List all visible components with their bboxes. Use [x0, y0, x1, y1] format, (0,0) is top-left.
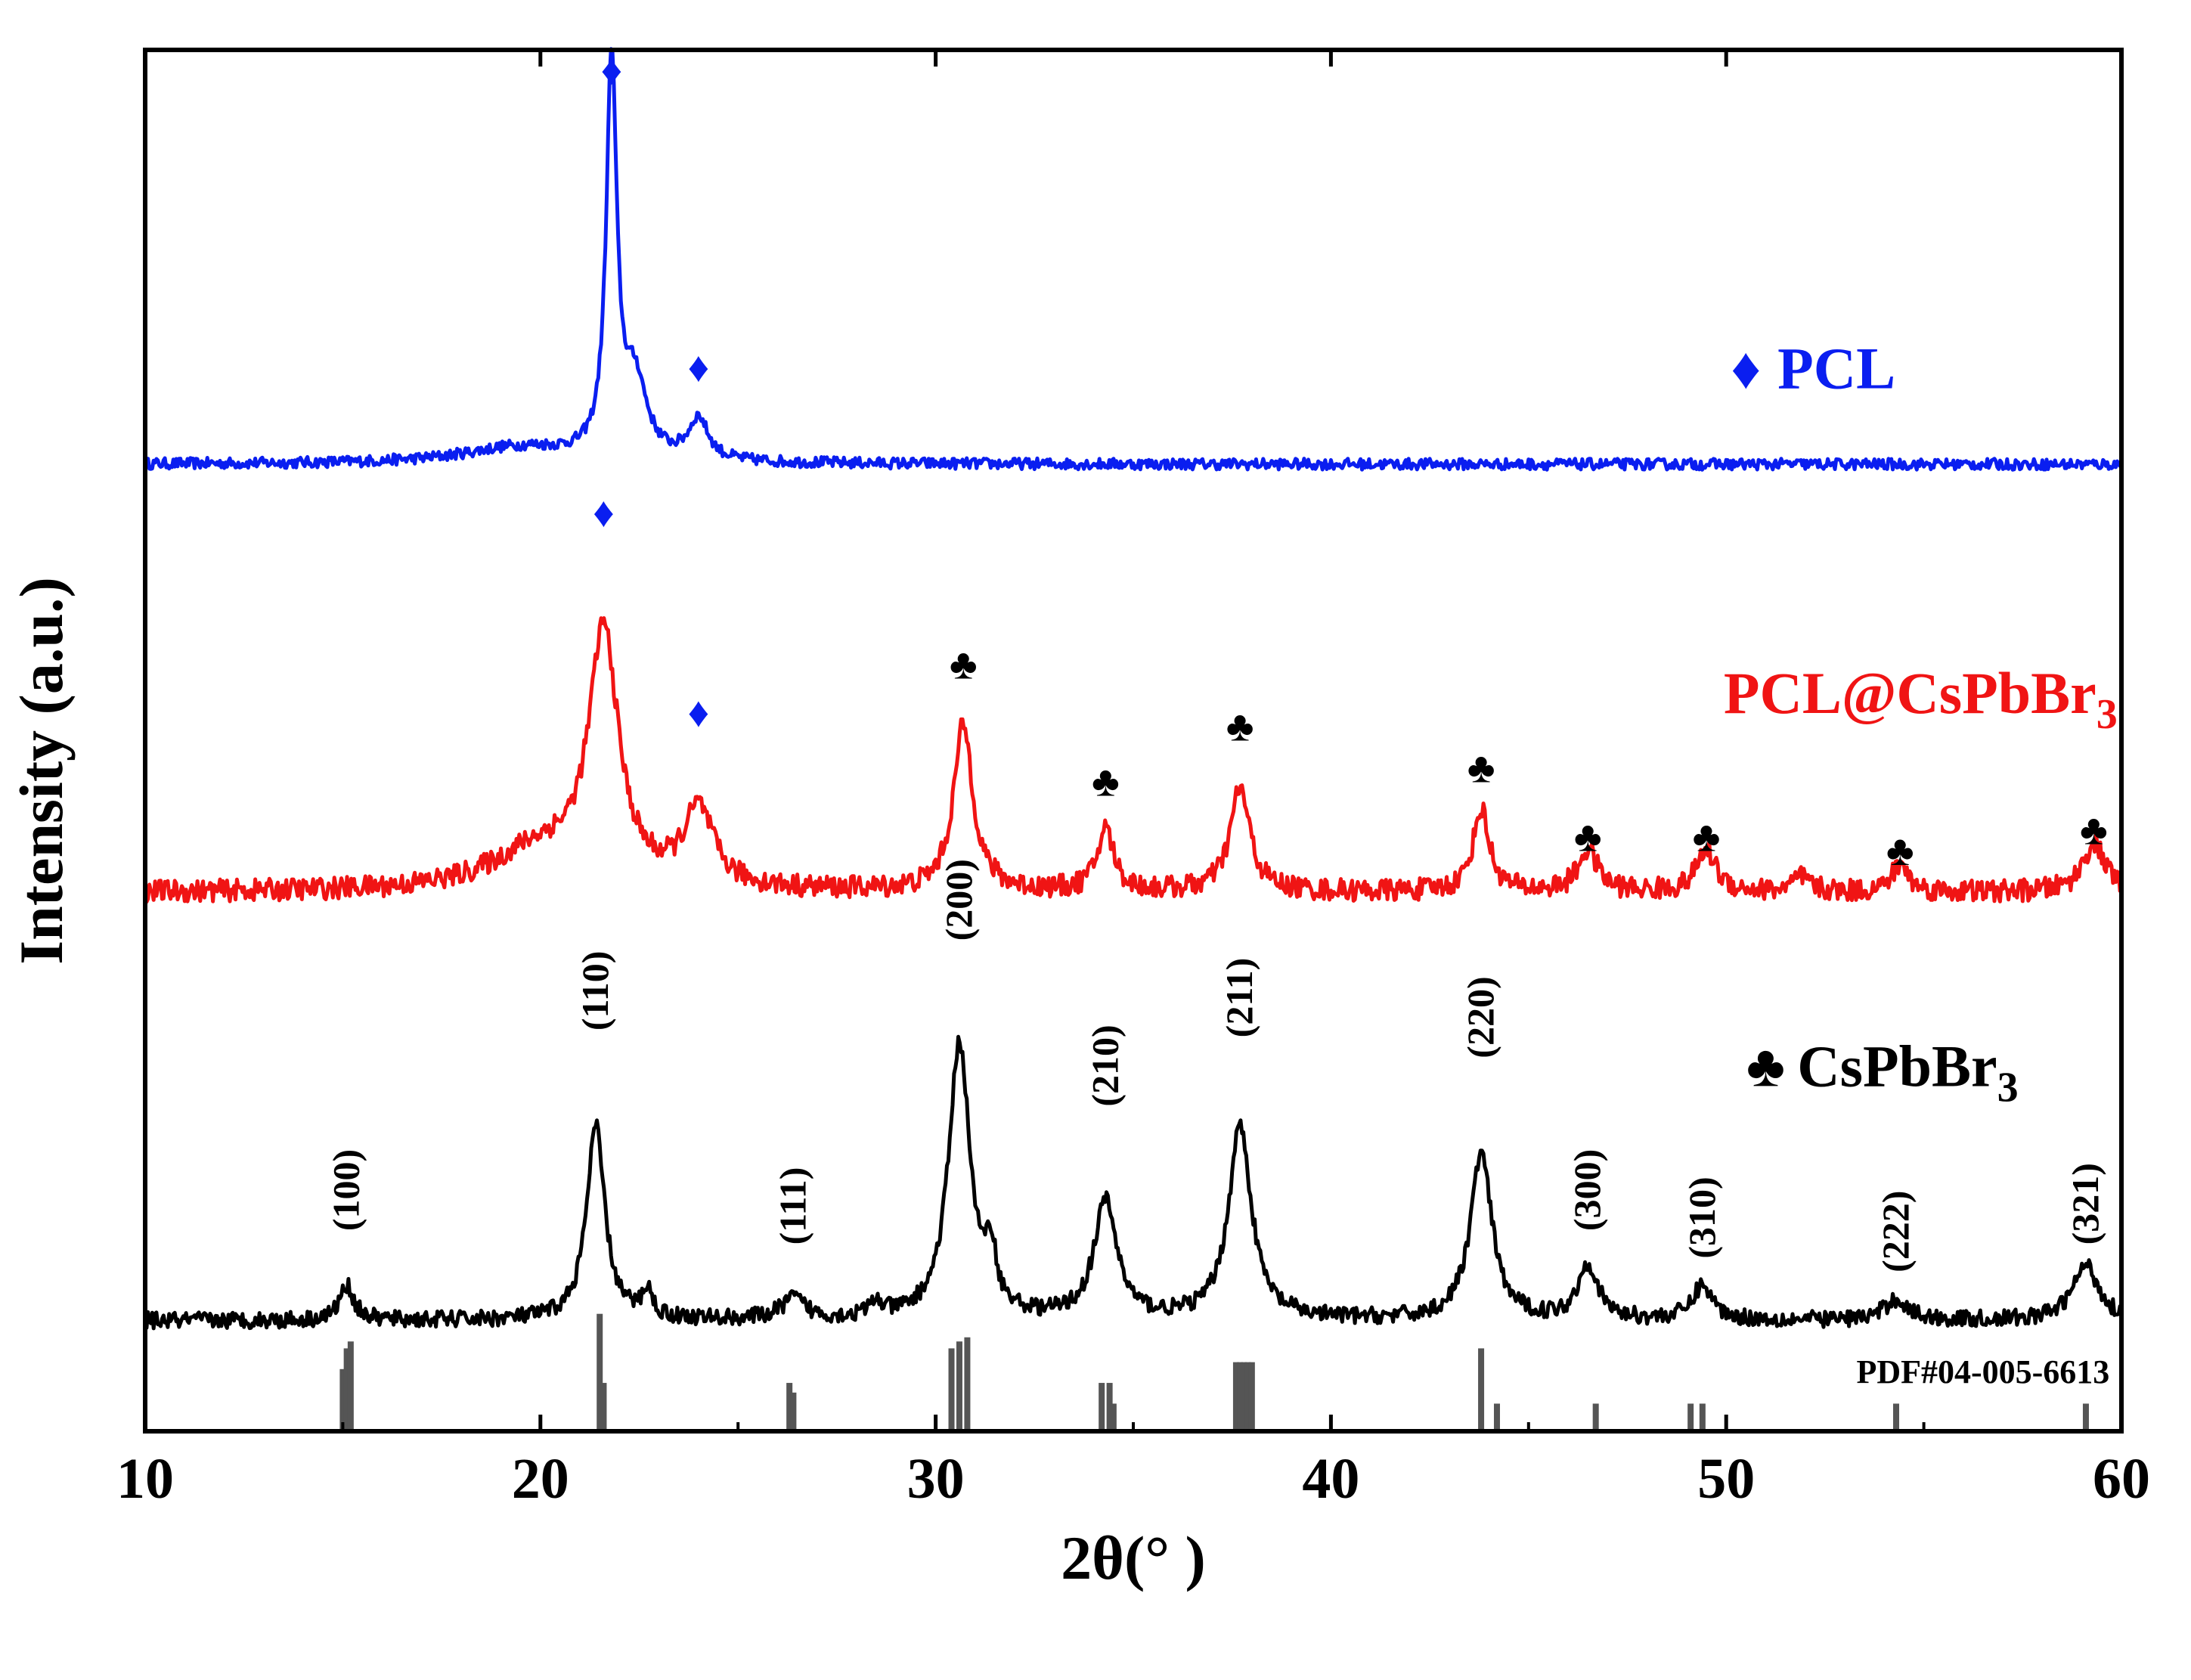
legend-text-cspbbr3: CsPbBr — [1797, 1033, 1997, 1099]
legend-subscript-pcl-cspbbr3: 3 — [2096, 691, 2118, 738]
reference-stick — [1110, 1403, 1117, 1431]
legend-subscript-cspbbr3: 3 — [1997, 1064, 2019, 1111]
reference-stick — [1244, 1362, 1251, 1431]
legend-text-pcl-cspbbr3: PCL@CsPbBr — [1724, 660, 2096, 726]
reference-stick — [964, 1337, 971, 1431]
legend-label-cspbbr3: CsPbBr3 — [1797, 1033, 2018, 1111]
club-marker: ♣ — [1886, 828, 1914, 875]
reference-stick — [1099, 1383, 1105, 1431]
reference-stick — [1478, 1348, 1485, 1431]
miller-index-label: (100) — [325, 1149, 367, 1231]
reference-stick — [1592, 1403, 1599, 1431]
miller-index-label: (310) — [1681, 1176, 1723, 1258]
reference-pdf-label: PDF#04-005-6613 — [1856, 1353, 2109, 1390]
reference-stick — [786, 1383, 793, 1431]
club-marker: ♣ — [1693, 814, 1721, 861]
diamond-marker: ♦ — [601, 48, 623, 95]
reference-stick — [339, 1368, 346, 1431]
miller-index-label: (211) — [1218, 958, 1260, 1038]
series-line-pcl-cspbbr3 — [143, 616, 2124, 904]
miller-index-label: (210) — [1083, 1024, 1126, 1106]
reference-stick — [1248, 1362, 1255, 1431]
series-lines — [143, 47, 2124, 1331]
legend-pcl: ♦ PCL — [1731, 336, 1895, 401]
peak-markers: ♦ ♦ ♦ ♦ ♣ ♣ ♣ ♣ ♣ ♣ ♣ ♣ — [593, 48, 2108, 875]
miller-index-label: (220) — [1459, 976, 1501, 1058]
club-icon: ♣ — [1746, 1033, 1785, 1099]
plot-frame — [143, 48, 2124, 1434]
legend-pcl-cspbbr3: PCL@CsPbBr3 — [1724, 660, 2118, 738]
reference-sticks — [339, 1313, 2089, 1431]
reference-stick — [1241, 1362, 1247, 1431]
reference-stick — [1687, 1403, 1694, 1431]
legend-cspbbr3: ♣ CsPbBr3 — [1746, 1033, 2019, 1111]
club-marker: ♣ — [1467, 745, 1495, 792]
legend-label-pcl-cspbbr3: PCL@CsPbBr3 — [1724, 660, 2118, 738]
x-tick-label: 10 — [116, 1447, 174, 1511]
reference-stick — [790, 1392, 797, 1431]
club-marker: ♣ — [2080, 807, 2108, 854]
reference-stick — [347, 1341, 354, 1431]
club-marker: ♣ — [1092, 759, 1120, 806]
y-axis-title: Intensity (a.u.) — [7, 577, 76, 965]
reference-stick — [343, 1348, 350, 1431]
x-tick-label: 20 — [512, 1447, 569, 1511]
reference-stick — [1106, 1383, 1113, 1431]
reference-stick — [1493, 1403, 1500, 1431]
reference-stick — [2082, 1403, 2089, 1431]
x-tick-label: 50 — [1697, 1447, 1755, 1511]
diamond-icon: ♦ — [1731, 336, 1761, 401]
miller-index-label: (321) — [2064, 1163, 2106, 1245]
x-tick-label: 30 — [907, 1447, 965, 1511]
x-tick-label: 40 — [1302, 1447, 1359, 1511]
diamond-marker: ♦ — [688, 690, 710, 736]
legend-label-pcl: PCL — [1777, 336, 1895, 401]
reference-stick — [1237, 1362, 1244, 1431]
diamond-marker: ♦ — [688, 344, 710, 391]
miller-index-label: (222) — [1874, 1191, 1917, 1272]
miller-index-label: (110) — [574, 951, 616, 1031]
x-axis-title: 2θ(° ) — [1061, 1523, 1206, 1592]
series-line-cspbbr3 — [143, 1034, 2124, 1331]
reference-stick — [1699, 1403, 1706, 1431]
miller-index-label: (111) — [771, 1167, 813, 1245]
reference-stick — [597, 1313, 603, 1431]
club-marker: ♣ — [1226, 704, 1254, 751]
club-marker: ♣ — [1574, 814, 1602, 861]
miller-index-labels: (100) (110) (111) (200) (210) (211) (220) (300)… — [325, 859, 2106, 1272]
reference-stick — [600, 1383, 607, 1431]
reference-stick — [1893, 1403, 1900, 1431]
club-marker: ♣ — [950, 641, 978, 688]
x-tick-label: 60 — [2093, 1447, 2150, 1511]
reference-stick — [956, 1341, 962, 1431]
x-axis-ticks: 10 20 30 40 50 60 — [116, 50, 2150, 1511]
miller-index-label: (200) — [937, 859, 980, 941]
series-line-pcl — [143, 47, 2124, 472]
reference-stick — [948, 1348, 955, 1431]
miller-index-label: (300) — [1566, 1149, 1608, 1231]
reference-stick — [1232, 1362, 1239, 1431]
diamond-marker: ♦ — [593, 489, 615, 536]
